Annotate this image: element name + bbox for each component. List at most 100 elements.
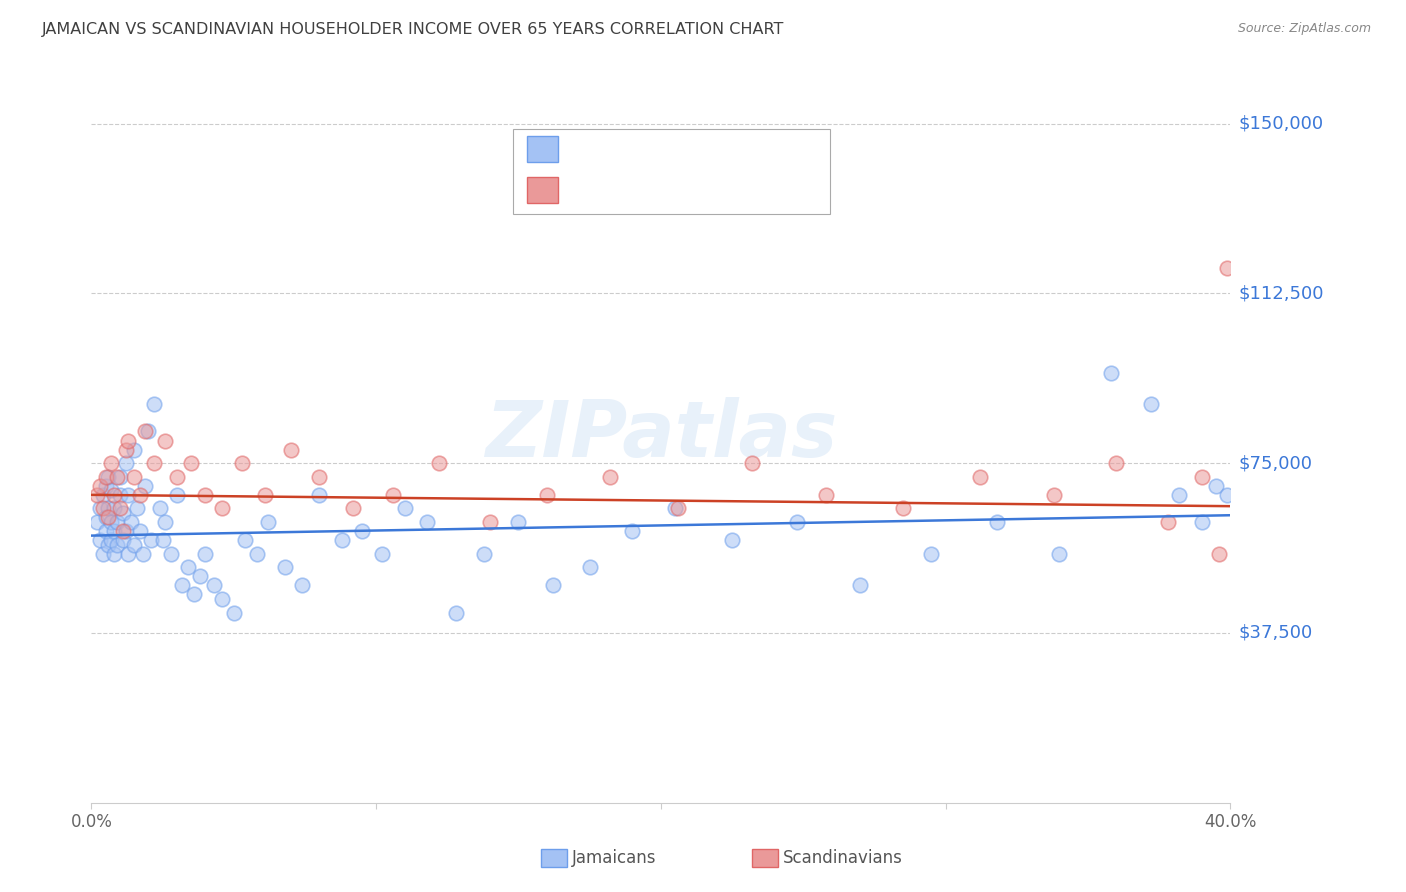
Point xyxy=(94,469,117,483)
Point xyxy=(350,524,373,538)
Text: $37,500: $37,500 xyxy=(1239,624,1313,642)
Point xyxy=(108,469,131,483)
Point xyxy=(172,578,194,592)
Point xyxy=(180,456,202,470)
Point xyxy=(194,547,217,561)
Point xyxy=(382,488,405,502)
Point xyxy=(231,456,253,470)
Point xyxy=(94,479,117,493)
Point xyxy=(814,488,837,502)
Point xyxy=(97,510,120,524)
Point xyxy=(211,501,233,516)
Point xyxy=(114,442,136,457)
Point xyxy=(308,469,330,483)
Point xyxy=(100,533,122,548)
Point xyxy=(472,547,495,561)
Point xyxy=(1042,488,1064,502)
Point xyxy=(111,506,134,520)
Point xyxy=(103,524,125,538)
Point xyxy=(86,488,108,502)
Point xyxy=(233,533,256,548)
Point xyxy=(1216,261,1239,276)
Point xyxy=(891,501,914,516)
Point xyxy=(202,578,225,592)
Point xyxy=(194,488,217,502)
Point xyxy=(128,524,150,538)
Point xyxy=(100,515,122,529)
Point xyxy=(143,397,166,411)
Point xyxy=(86,515,108,529)
Point xyxy=(111,533,134,548)
Point xyxy=(1049,547,1071,561)
Point xyxy=(371,547,394,561)
Point xyxy=(97,538,120,552)
Point xyxy=(143,456,166,470)
Point xyxy=(89,533,111,548)
Point xyxy=(849,578,872,592)
Point xyxy=(105,469,128,483)
Point xyxy=(444,606,467,620)
Point xyxy=(427,456,450,470)
Text: ZIPatlas: ZIPatlas xyxy=(485,397,837,473)
Point xyxy=(100,483,122,498)
Point xyxy=(786,515,808,529)
Point xyxy=(280,442,302,457)
Point xyxy=(308,488,330,502)
Point xyxy=(664,501,686,516)
Point xyxy=(177,560,200,574)
Point xyxy=(111,524,134,538)
Point xyxy=(149,501,172,516)
Text: $75,000: $75,000 xyxy=(1239,454,1313,472)
Point xyxy=(599,469,621,483)
Point xyxy=(1216,488,1239,502)
Point xyxy=(536,488,558,502)
Point xyxy=(117,434,139,448)
Point xyxy=(1205,479,1227,493)
Point xyxy=(155,434,177,448)
Text: $112,500: $112,500 xyxy=(1239,285,1324,302)
Point xyxy=(105,515,128,529)
Point xyxy=(138,425,160,439)
Point xyxy=(1208,547,1230,561)
Point xyxy=(122,442,145,457)
Point xyxy=(128,488,150,502)
Point xyxy=(342,501,364,516)
Point xyxy=(117,488,139,502)
Point xyxy=(394,501,416,516)
Point xyxy=(103,547,125,561)
Point xyxy=(134,479,156,493)
Point xyxy=(97,501,120,516)
Point xyxy=(120,515,142,529)
Point xyxy=(122,469,145,483)
Point xyxy=(1168,488,1191,502)
Point xyxy=(166,488,188,502)
Point xyxy=(1139,397,1161,411)
Point xyxy=(1191,469,1213,483)
Point xyxy=(103,501,125,516)
Point xyxy=(108,501,131,516)
Text: JAMAICAN VS SCANDINAVIAN HOUSEHOLDER INCOME OVER 65 YEARS CORRELATION CHART: JAMAICAN VS SCANDINAVIAN HOUSEHOLDER INC… xyxy=(42,22,785,37)
Point xyxy=(245,547,267,561)
Point xyxy=(134,425,156,439)
Point xyxy=(920,547,942,561)
Point xyxy=(91,501,114,516)
Text: $150,000: $150,000 xyxy=(1239,114,1323,133)
Point xyxy=(621,524,644,538)
Point xyxy=(91,547,114,561)
Point xyxy=(969,469,991,483)
Point xyxy=(1105,456,1128,470)
Point xyxy=(666,501,689,516)
Point xyxy=(254,488,277,502)
Point xyxy=(166,469,188,483)
Text: R =  0.058   N = 80: R = 0.058 N = 80 xyxy=(572,140,748,158)
Point xyxy=(211,592,233,607)
Point xyxy=(986,515,1008,529)
Point xyxy=(114,456,136,470)
Point xyxy=(541,578,564,592)
Point xyxy=(103,488,125,502)
Point xyxy=(131,547,153,561)
Point xyxy=(105,538,128,552)
Text: Jamaicans: Jamaicans xyxy=(572,849,657,867)
Point xyxy=(274,560,297,574)
Point xyxy=(257,515,280,529)
